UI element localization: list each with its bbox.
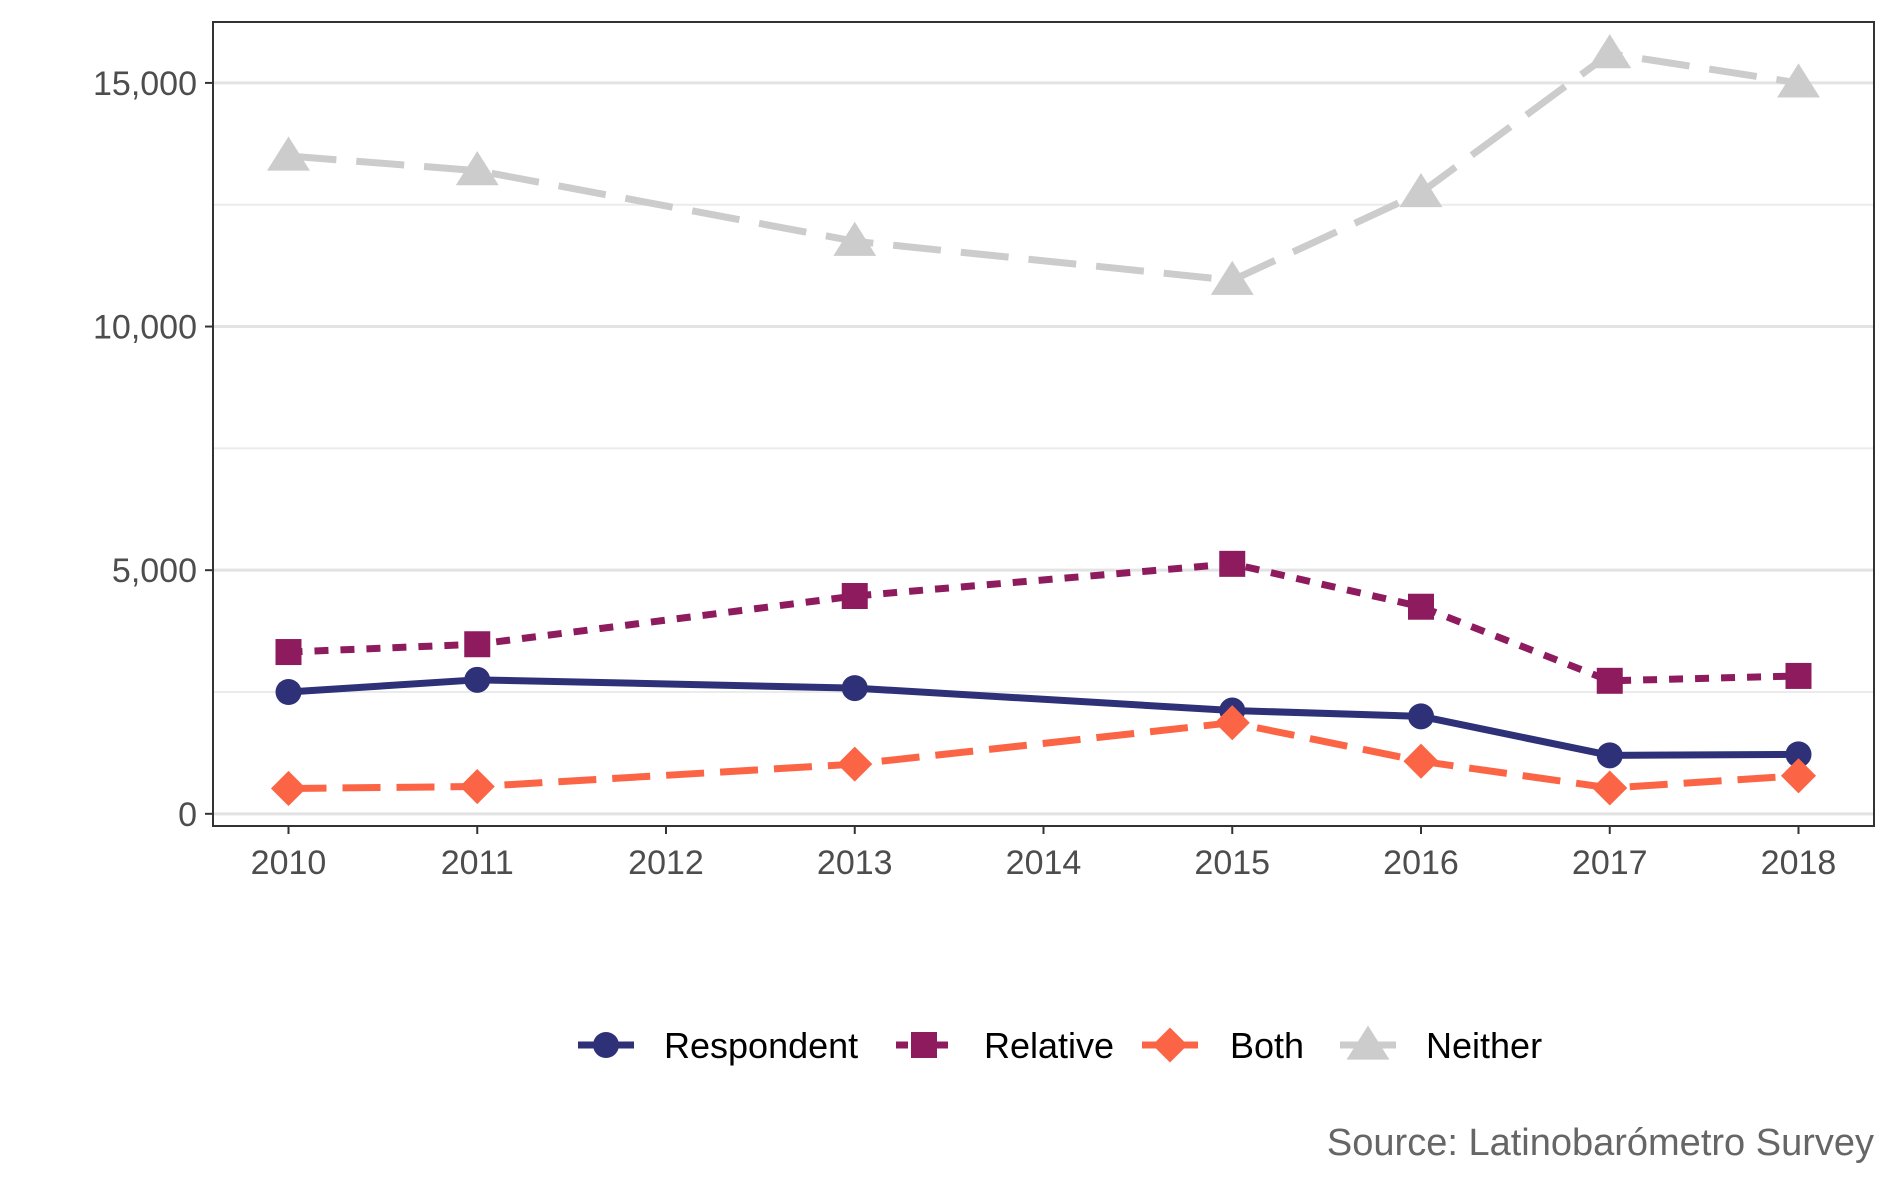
series-both [270,705,1817,807]
legend-label-neither: Neither [1426,1025,1542,1066]
series-relative [275,550,1812,694]
x-tick-label: 2012 [628,844,704,882]
data-point-both [1214,705,1250,741]
legend-label-relative: Relative [984,1025,1114,1066]
data-point-both [1592,770,1628,806]
data-point-both [459,768,495,805]
data-point-both [270,770,307,807]
data-point-respondent [464,666,491,693]
data-point-respondent [1408,703,1434,730]
data-point-relative [841,583,868,610]
x-tick-label: 2015 [1194,844,1270,882]
y-tick-label: 5,000 [112,552,197,590]
legend-key-marker-both [1152,1027,1188,1063]
x-tick-label: 2013 [817,844,893,882]
data-point-neither [1210,260,1254,295]
axes: 0 5,000 10,000 15,000 2010 2011 2012 2013 2014 20… [93,65,1836,882]
data-point-neither [1588,34,1632,69]
legend-key-marker-respondent [593,1032,619,1058]
y-tick-label: 10,000 [93,309,197,347]
data-point-both [837,746,873,782]
data-point-neither [267,136,310,171]
data-point-both [1403,743,1439,779]
x-tick-label: 2010 [251,844,327,882]
legend-item-neither: Neither [1340,1025,1542,1066]
legend-key-marker-relative [911,1032,937,1058]
legend-item-relative: Relative [896,1025,1114,1066]
x-tick-label: 2018 [1761,844,1837,882]
legend-key-marker-neither [1346,1025,1390,1060]
y-tick-label: 0 [178,796,197,834]
data-point-respondent [1785,741,1812,768]
y-tick-label: 15,000 [93,65,197,103]
x-tick-label: 2011 [441,844,514,882]
legend: Respondent Relative Both Neither [578,1025,1542,1066]
data-point-neither [1777,63,1820,98]
legend-item-both: Both [1142,1025,1304,1066]
gridlines [213,81,1874,816]
series-lines [267,34,1820,807]
data-point-neither [455,151,499,186]
data-point-relative [275,639,302,666]
data-point-respondent [841,675,868,702]
data-point-neither [1399,173,1443,208]
data-point-relative [464,631,491,658]
data-point-relative [1785,662,1812,689]
data-point-relative [1219,550,1246,577]
data-point-relative [1408,593,1434,620]
legend-label-both: Both [1230,1025,1304,1066]
data-point-respondent [1596,742,1623,769]
data-point-neither [833,221,877,256]
x-tick-label: 2014 [1006,844,1082,882]
x-tick-label: 2017 [1572,844,1648,882]
data-point-respondent [275,679,302,705]
data-point-both [1780,758,1817,794]
data-point-relative [1596,667,1623,694]
x-tick-label: 2016 [1383,844,1459,882]
legend-item-respondent: Respondent [578,1025,858,1066]
legend-label-respondent: Respondent [664,1025,858,1066]
chart-caption: Source: Latinobarómetro Survey [1327,1122,1874,1164]
series-neither [267,34,1820,295]
